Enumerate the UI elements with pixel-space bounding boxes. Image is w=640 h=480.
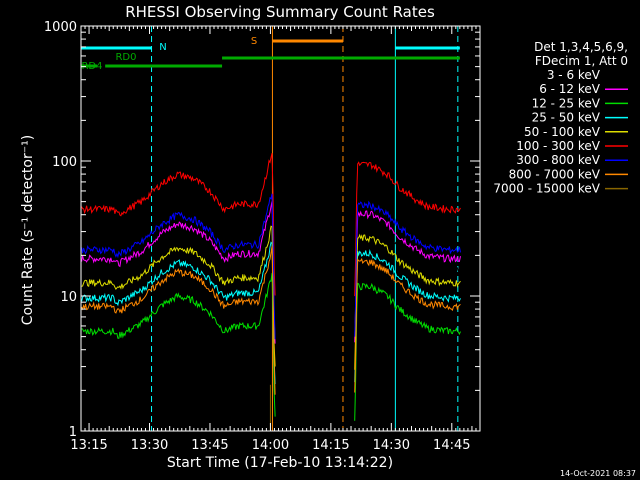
x-tick-label-2: 13:45 <box>191 438 228 453</box>
mode-bar-label-n: N <box>159 42 166 53</box>
axis-layer: 13:15 13:30 13:45 14:00 14:15 14:30 14:45 1 10 10… <box>44 20 480 453</box>
legend-label-4: 50 - 100 keV <box>524 125 601 139</box>
series-line-3-6keV <box>81 213 461 361</box>
legend-label-5: 100 - 300 keV <box>516 139 600 153</box>
y-tick-label-1: 10 <box>60 290 77 305</box>
x-tick-label-6: 14:45 <box>433 438 470 453</box>
marks-layer: N RD0 RD4 S <box>81 26 461 431</box>
plot-frame <box>80 25 481 432</box>
legend-header-line-1: Det 1,3,4,5,6,9, <box>534 40 628 54</box>
legend-label-1: 6 - 12 keV <box>539 82 601 96</box>
x-tick-label-1: 13:30 <box>131 438 168 453</box>
y-axis-label: Count Rate (s⁻¹ detector⁻¹) <box>20 135 36 325</box>
series-line-800-7000keV <box>81 246 461 395</box>
x-tick-label-5: 14:30 <box>373 438 410 453</box>
series-line-25-50keV <box>81 241 461 385</box>
series-line-12-25keV <box>81 273 461 421</box>
x-tick-label-4: 14:15 <box>312 438 349 453</box>
legend-label-6: 300 - 800 keV <box>516 153 600 167</box>
y-tick-label-0: 1 <box>69 425 77 440</box>
x-tick-label-0: 13:15 <box>70 438 107 453</box>
series-line-50-100keV <box>81 225 461 370</box>
y-tick-label-2: 100 <box>52 155 77 170</box>
mode-bar-label-rd0: RD0 <box>115 52 136 63</box>
series-line-300-800keV <box>81 193 461 340</box>
series-line-100-300keV <box>81 153 461 297</box>
mode-bar-label-s: S <box>251 36 257 47</box>
x-tick-label-3: 14:00 <box>252 438 289 453</box>
legend-label-2: 12 - 25 keV <box>532 96 601 110</box>
mode-bar-label-rd4: RD4 <box>81 61 102 72</box>
legend-label-8: 7000 - 15000 keV <box>493 182 600 196</box>
legend: Det 1,3,4,5,6,9, FDecim 1, Att 0 3 - 6 k… <box>493 40 628 196</box>
series-line-6-12keV <box>81 201 461 344</box>
chart-title: RHESSI Observing Summary Count Rates <box>125 3 435 21</box>
legend-header-line-2: FDecim 1, Att 0 <box>535 54 628 68</box>
x-axis-label: Start Time (17-Feb-10 13:14:22) <box>167 455 393 471</box>
legend-label-7: 800 - 7000 keV <box>509 167 601 181</box>
legend-label-0: 3 - 6 keV <box>547 68 601 82</box>
generated-timestamp: 14-Oct-2021 08:37 <box>560 469 636 478</box>
legend-label-3: 25 - 50 keV <box>532 111 601 125</box>
y-tick-label-3: 1000 <box>44 20 77 35</box>
